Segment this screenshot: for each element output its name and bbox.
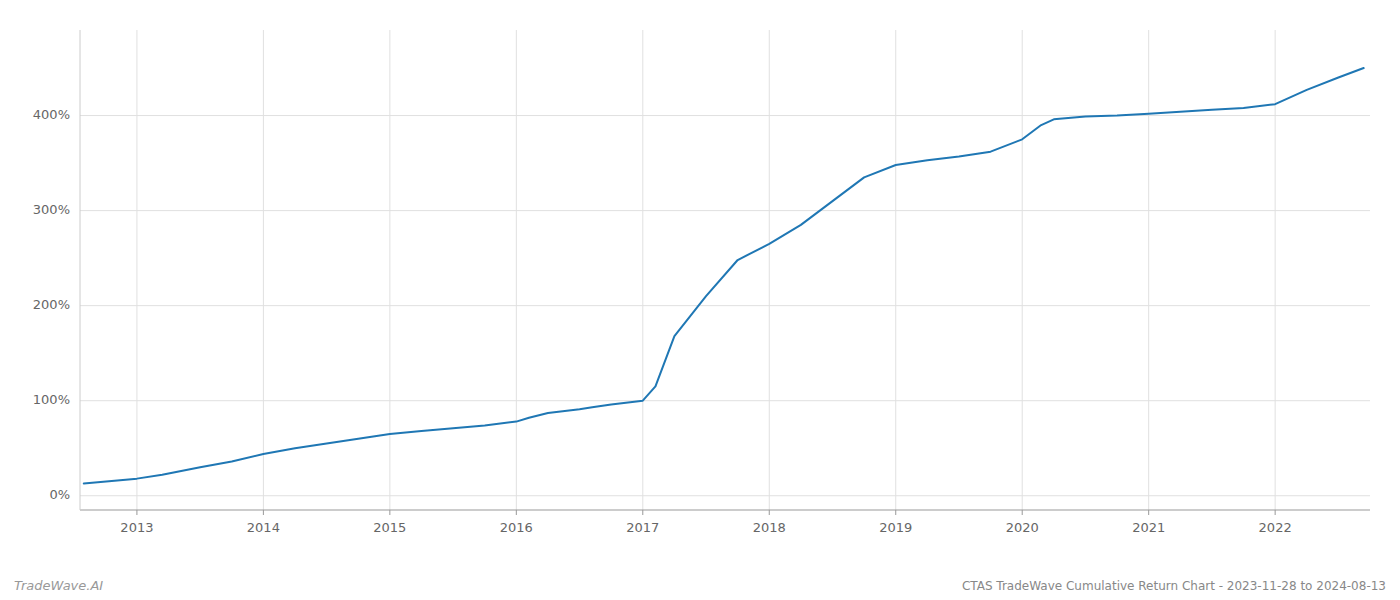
x-tick-label: 2018 <box>753 520 786 535</box>
grid-line <box>1275 30 1276 510</box>
x-tick <box>516 510 517 515</box>
grid-line <box>80 495 1370 496</box>
axes: 0% 100% 200% 300% 400% 2013 2014 2015 2016 2017 20… <box>33 30 1370 535</box>
grid-line <box>1148 30 1149 510</box>
x-tick <box>136 510 137 515</box>
grid-line <box>769 30 770 510</box>
y-axis-line <box>80 30 81 510</box>
grid-line <box>642 30 643 510</box>
watermark: TradeWave.AI <box>14 578 103 593</box>
y-tick-label: 100% <box>33 392 70 407</box>
y-tick-label: 0% <box>49 487 70 502</box>
x-tick <box>1022 510 1023 515</box>
x-tick-label: 2014 <box>247 520 280 535</box>
grid-line <box>895 30 896 510</box>
grid-line <box>136 30 137 510</box>
title: CTAS TradeWave Cumulative Return Chart -… <box>962 579 1386 593</box>
grid-line <box>389 30 390 510</box>
x-tick-label: 2020 <box>1006 520 1039 535</box>
background <box>0 0 1400 600</box>
x-tick <box>769 510 770 515</box>
x-tick <box>1148 510 1149 515</box>
grid-line <box>263 30 264 510</box>
chart: 0% 100% 200% 300% 400% 2013 2014 2015 2016 2017 20… <box>0 0 1400 600</box>
grid-line <box>80 210 1370 211</box>
y-tick-label: 400% <box>33 107 70 122</box>
x-tick-label: 2017 <box>626 520 659 535</box>
texts: TradeWave.AI CTAS TradeWave Cumulative Re… <box>14 578 1386 593</box>
y-tick-label: 200% <box>33 297 70 312</box>
data-line <box>84 68 1364 483</box>
x-tick <box>389 510 390 515</box>
x-tick <box>1275 510 1276 515</box>
x-tick <box>263 510 264 515</box>
x-tick-label: 2013 <box>120 520 153 535</box>
x-tick <box>895 510 896 515</box>
grid-line <box>80 400 1370 401</box>
y-tick-label: 300% <box>33 202 70 217</box>
x-tick-label: 2019 <box>879 520 912 535</box>
grid-line <box>516 30 517 510</box>
x-tick-label: 2015 <box>373 520 406 535</box>
grid <box>80 30 1370 510</box>
x-tick-label: 2016 <box>500 520 533 535</box>
grid-line <box>80 115 1370 116</box>
x-axis-line <box>80 510 1370 511</box>
plot-area <box>84 68 1364 483</box>
x-tick <box>642 510 643 515</box>
x-tick-label: 2021 <box>1132 520 1165 535</box>
grid-line <box>1022 30 1023 510</box>
x-tick-label: 2022 <box>1259 520 1292 535</box>
grid-line <box>80 305 1370 306</box>
